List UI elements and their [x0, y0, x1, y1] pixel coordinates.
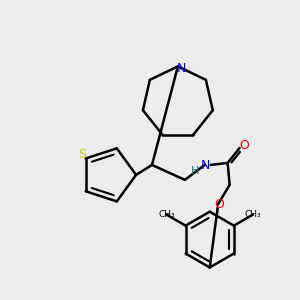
- Text: S: S: [78, 148, 86, 161]
- Text: CH₃: CH₃: [158, 210, 175, 219]
- Text: CH₃: CH₃: [244, 210, 261, 219]
- Text: N: N: [177, 62, 187, 75]
- Text: H: H: [190, 166, 199, 176]
- Text: O: O: [215, 198, 225, 211]
- Text: O: O: [240, 139, 250, 152]
- Text: N: N: [201, 159, 210, 172]
